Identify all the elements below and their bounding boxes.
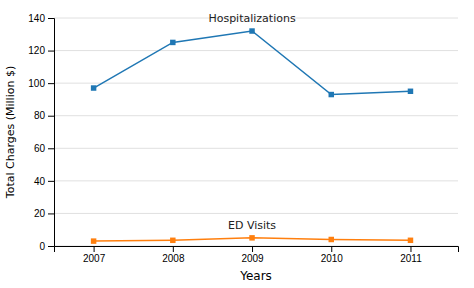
marks — [91, 28, 413, 244]
y-axis: 0 20 40 60 80 100 120 140 — [28, 13, 54, 252]
chart: 2007 2008 2009 2010 2011 0 20 40 60 80 100 120 140 Ho… — [0, 0, 474, 288]
y-tick: 120 — [28, 45, 54, 56]
grid-line — [54, 148, 458, 149]
y-tick-label: 20 — [34, 208, 46, 219]
y-tick-label: 80 — [34, 110, 46, 121]
y-tick-label: 100 — [28, 78, 45, 89]
x-tick: 2009 — [241, 246, 264, 264]
grid-line — [54, 50, 458, 51]
series-marker — [91, 85, 96, 90]
x-tick: 2011 — [400, 246, 422, 264]
grid-line — [54, 83, 458, 84]
y-tick-mark — [48, 148, 54, 149]
x-tick-mark — [331, 246, 332, 252]
y-tick-mark — [48, 246, 54, 247]
y-tick: 80 — [34, 110, 54, 121]
x-tick-label: 2011 — [400, 253, 422, 264]
x-axis: 2007 2008 2009 2010 2011 — [55, 246, 459, 264]
y-tick: 100 — [28, 78, 54, 89]
series-marker — [329, 92, 334, 97]
x-tick-label: 2009 — [241, 253, 264, 264]
y-tick-mark — [48, 181, 54, 182]
y-tick: 20 — [34, 208, 54, 219]
grid — [54, 18, 458, 246]
grid-line — [54, 213, 458, 214]
x-axis-title: Years — [239, 269, 272, 283]
x-tick-label: 2007 — [83, 253, 106, 264]
plot: 2007 2008 2009 2010 2011 0 20 40 60 80 100 120 140 Ho… — [28, 12, 458, 264]
series-line — [94, 31, 411, 95]
y-axis-title: Total Charges (Million $) — [4, 66, 17, 199]
y-tick-mark — [48, 18, 54, 19]
y-tick-label: 40 — [34, 176, 46, 187]
x-tick-mark — [173, 246, 174, 252]
y-tick-mark — [48, 51, 54, 52]
series-marker — [249, 235, 254, 240]
series-marker — [91, 238, 96, 243]
x-tick-label: 2010 — [321, 253, 344, 264]
series-marker — [408, 89, 413, 94]
y-tick-mark — [48, 213, 54, 214]
grid-line — [54, 180, 458, 181]
y-tick: 60 — [34, 143, 54, 154]
x-axis-line — [55, 247, 459, 253]
series-marker — [329, 237, 334, 242]
y-tick-label: 60 — [34, 143, 46, 154]
x-tick-label: 2008 — [162, 253, 185, 264]
y-tick-mark — [48, 83, 54, 84]
series-label: Hospitalizations — [208, 12, 296, 25]
x-tick: 2007 — [83, 246, 106, 264]
series-marker — [170, 40, 175, 45]
y-tick: 0 — [39, 241, 54, 252]
series-marker — [249, 28, 254, 33]
grid-line — [54, 115, 458, 116]
x-tick: 2008 — [162, 246, 185, 264]
y-tick: 140 — [28, 13, 54, 24]
series-labels: Hospitalizations ED Visits — [208, 12, 296, 232]
y-tick-mark — [48, 116, 54, 117]
y-tick-label: 0 — [39, 241, 45, 252]
y-tick-label: 120 — [28, 45, 45, 56]
series-marker — [170, 238, 175, 243]
x-tick-mark — [252, 246, 253, 252]
x-tick-mark — [94, 246, 95, 252]
y-tick: 40 — [34, 176, 54, 187]
series-marker — [408, 238, 413, 243]
x-tick-mark — [410, 246, 411, 252]
y-axis-line — [48, 19, 55, 247]
y-tick-label: 140 — [28, 13, 45, 24]
x-tick: 2010 — [321, 246, 344, 264]
series-label: ED Visits — [228, 219, 276, 232]
